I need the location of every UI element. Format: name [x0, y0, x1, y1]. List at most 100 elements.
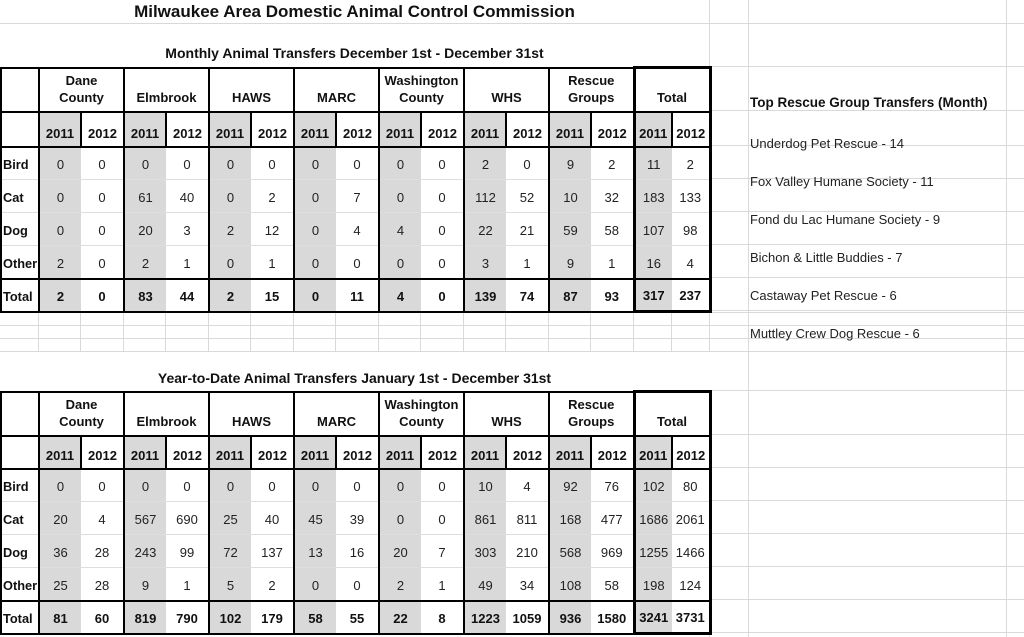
- group-header-cell[interactable]: Dane County: [38, 391, 124, 437]
- data-cell[interactable]: 40: [166, 179, 209, 213]
- data-cell[interactable]: 72: [208, 534, 251, 568]
- data-cell[interactable]: 1: [438, 577, 446, 593]
- data-cell[interactable]: 568: [548, 534, 591, 568]
- data-cell[interactable]: 0: [378, 179, 421, 213]
- group-header-cell[interactable]: HAWS: [208, 391, 294, 437]
- data-cell[interactable]: 10: [463, 468, 506, 502]
- data-cell[interactable]: 477: [591, 501, 634, 535]
- year-header-cell[interactable]: 2012: [506, 435, 549, 470]
- data-cell[interactable]: 98: [672, 212, 712, 246]
- data-cell[interactable]: 76: [591, 468, 634, 502]
- data-cell[interactable]: 92: [548, 468, 591, 502]
- year-header-cell[interactable]: 2011: [378, 111, 422, 148]
- data-cell[interactable]: 124: [672, 567, 712, 601]
- data-cell[interactable]: 9: [548, 245, 591, 279]
- data-cell[interactable]: 0: [81, 468, 124, 502]
- data-cell[interactable]: 0: [123, 468, 166, 502]
- data-cell[interactable]: 10: [548, 179, 591, 213]
- data-cell[interactable]: 0: [421, 277, 464, 312]
- data-cell[interactable]: 2: [208, 277, 251, 312]
- row-label-cell[interactable]: Bird: [1, 146, 39, 180]
- data-cell[interactable]: 2: [251, 179, 294, 213]
- data-cell[interactable]: 1059: [506, 599, 549, 634]
- data-cell[interactable]: 3: [463, 245, 506, 279]
- rescue-list-item[interactable]: Fond du Lac Humane Society - 9: [750, 212, 941, 227]
- data-cell[interactable]: 80: [672, 468, 712, 502]
- row-label-cell[interactable]: Total: [1, 599, 39, 634]
- data-cell[interactable]: 83: [123, 277, 166, 312]
- data-cell[interactable]: 0: [208, 179, 251, 213]
- rescue-list-item[interactable]: Underdog Pet Rescue - 14: [750, 136, 904, 151]
- year-header-cell[interactable]: 2012: [166, 111, 209, 148]
- data-cell[interactable]: 61: [123, 179, 166, 213]
- data-cell[interactable]: 99: [166, 534, 209, 568]
- data-cell[interactable]: 690: [166, 501, 209, 535]
- data-cell[interactable]: 1580: [591, 599, 634, 634]
- row-label-cell[interactable]: Total: [1, 277, 39, 312]
- data-cell[interactable]: 0: [293, 277, 336, 312]
- data-cell[interactable]: 36: [38, 534, 81, 568]
- rescue-list-item[interactable]: Castaway Pet Rescue - 6: [750, 288, 897, 303]
- data-cell[interactable]: 44: [166, 277, 209, 312]
- year-header-cell[interactable]: 2012: [591, 111, 634, 148]
- data-cell[interactable]: 861: [463, 501, 506, 535]
- data-cell[interactable]: 0: [208, 146, 251, 180]
- data-cell[interactable]: 936: [548, 599, 591, 634]
- data-cell[interactable]: 4: [378, 212, 421, 246]
- group-header-cell[interactable]: Washington County: [378, 67, 464, 113]
- year-header-cell[interactable]: 2012: [421, 111, 464, 148]
- row-label-cell[interactable]: Cat: [1, 179, 39, 213]
- data-cell[interactable]: 3: [166, 212, 209, 246]
- data-cell[interactable]: 0: [506, 146, 549, 180]
- data-cell[interactable]: 0: [353, 255, 361, 271]
- data-cell[interactable]: 0: [38, 468, 81, 502]
- data-cell[interactable]: 2: [591, 146, 634, 180]
- data-cell[interactable]: 0: [378, 146, 421, 180]
- group-header-cell[interactable]: Dane County: [38, 67, 124, 113]
- data-cell[interactable]: 0: [421, 468, 464, 502]
- data-cell[interactable]: 0: [123, 146, 166, 180]
- data-cell[interactable]: 59: [548, 212, 591, 246]
- group-header-cell[interactable]: Washington County: [378, 391, 464, 437]
- group-header-cell[interactable]: Total: [632, 390, 712, 437]
- year-header-cell[interactable]: 2011: [632, 435, 673, 470]
- data-cell[interactable]: 0: [98, 255, 106, 271]
- data-cell[interactable]: 4: [672, 245, 712, 279]
- data-cell[interactable]: 16: [336, 534, 379, 568]
- group-header-cell[interactable]: WHS: [463, 391, 549, 437]
- data-cell[interactable]: 0: [166, 146, 209, 180]
- row-label-cell[interactable]: Other: [3, 255, 38, 271]
- data-cell[interactable]: 0: [38, 212, 81, 246]
- data-cell[interactable]: 12: [251, 212, 294, 246]
- data-cell[interactable]: 179: [251, 599, 294, 634]
- data-cell[interactable]: 0: [293, 567, 336, 601]
- data-cell[interactable]: 317: [632, 277, 672, 313]
- group-header-cell[interactable]: Rescue Groups: [548, 67, 634, 113]
- data-cell[interactable]: 0: [208, 468, 251, 502]
- data-cell[interactable]: 2: [378, 567, 421, 601]
- year-header-cell[interactable]: 2011: [463, 435, 507, 470]
- corner-cell[interactable]: [1, 391, 39, 437]
- data-cell[interactable]: 11: [632, 146, 672, 180]
- data-cell[interactable]: 0: [81, 277, 124, 312]
- group-header-cell[interactable]: Rescue Groups: [548, 391, 634, 437]
- data-cell[interactable]: 0: [81, 179, 124, 213]
- data-cell[interactable]: 49: [463, 567, 506, 601]
- data-cell[interactable]: 0: [378, 245, 421, 279]
- year-header-cell[interactable]: 2012: [81, 435, 124, 470]
- data-cell[interactable]: 0: [293, 245, 336, 279]
- year-header-cell[interactable]: 2011: [208, 435, 252, 470]
- data-cell[interactable]: 3731: [672, 599, 712, 635]
- data-cell[interactable]: 28: [94, 577, 110, 593]
- data-cell[interactable]: 0: [81, 212, 124, 246]
- data-cell[interactable]: 183: [632, 179, 672, 213]
- year-header-cell[interactable]: 2012: [672, 435, 712, 470]
- data-cell[interactable]: 303: [463, 534, 506, 568]
- data-cell[interactable]: 1: [183, 577, 191, 593]
- year-header-cell[interactable]: 2012: [506, 111, 549, 148]
- group-header-cell[interactable]: MARC: [293, 391, 379, 437]
- data-cell[interactable]: 819: [123, 599, 166, 634]
- data-cell[interactable]: 0: [438, 255, 446, 271]
- data-cell[interactable]: 55: [336, 599, 379, 634]
- rescue-list-item[interactable]: Muttley Crew Dog Rescue - 6: [750, 326, 920, 341]
